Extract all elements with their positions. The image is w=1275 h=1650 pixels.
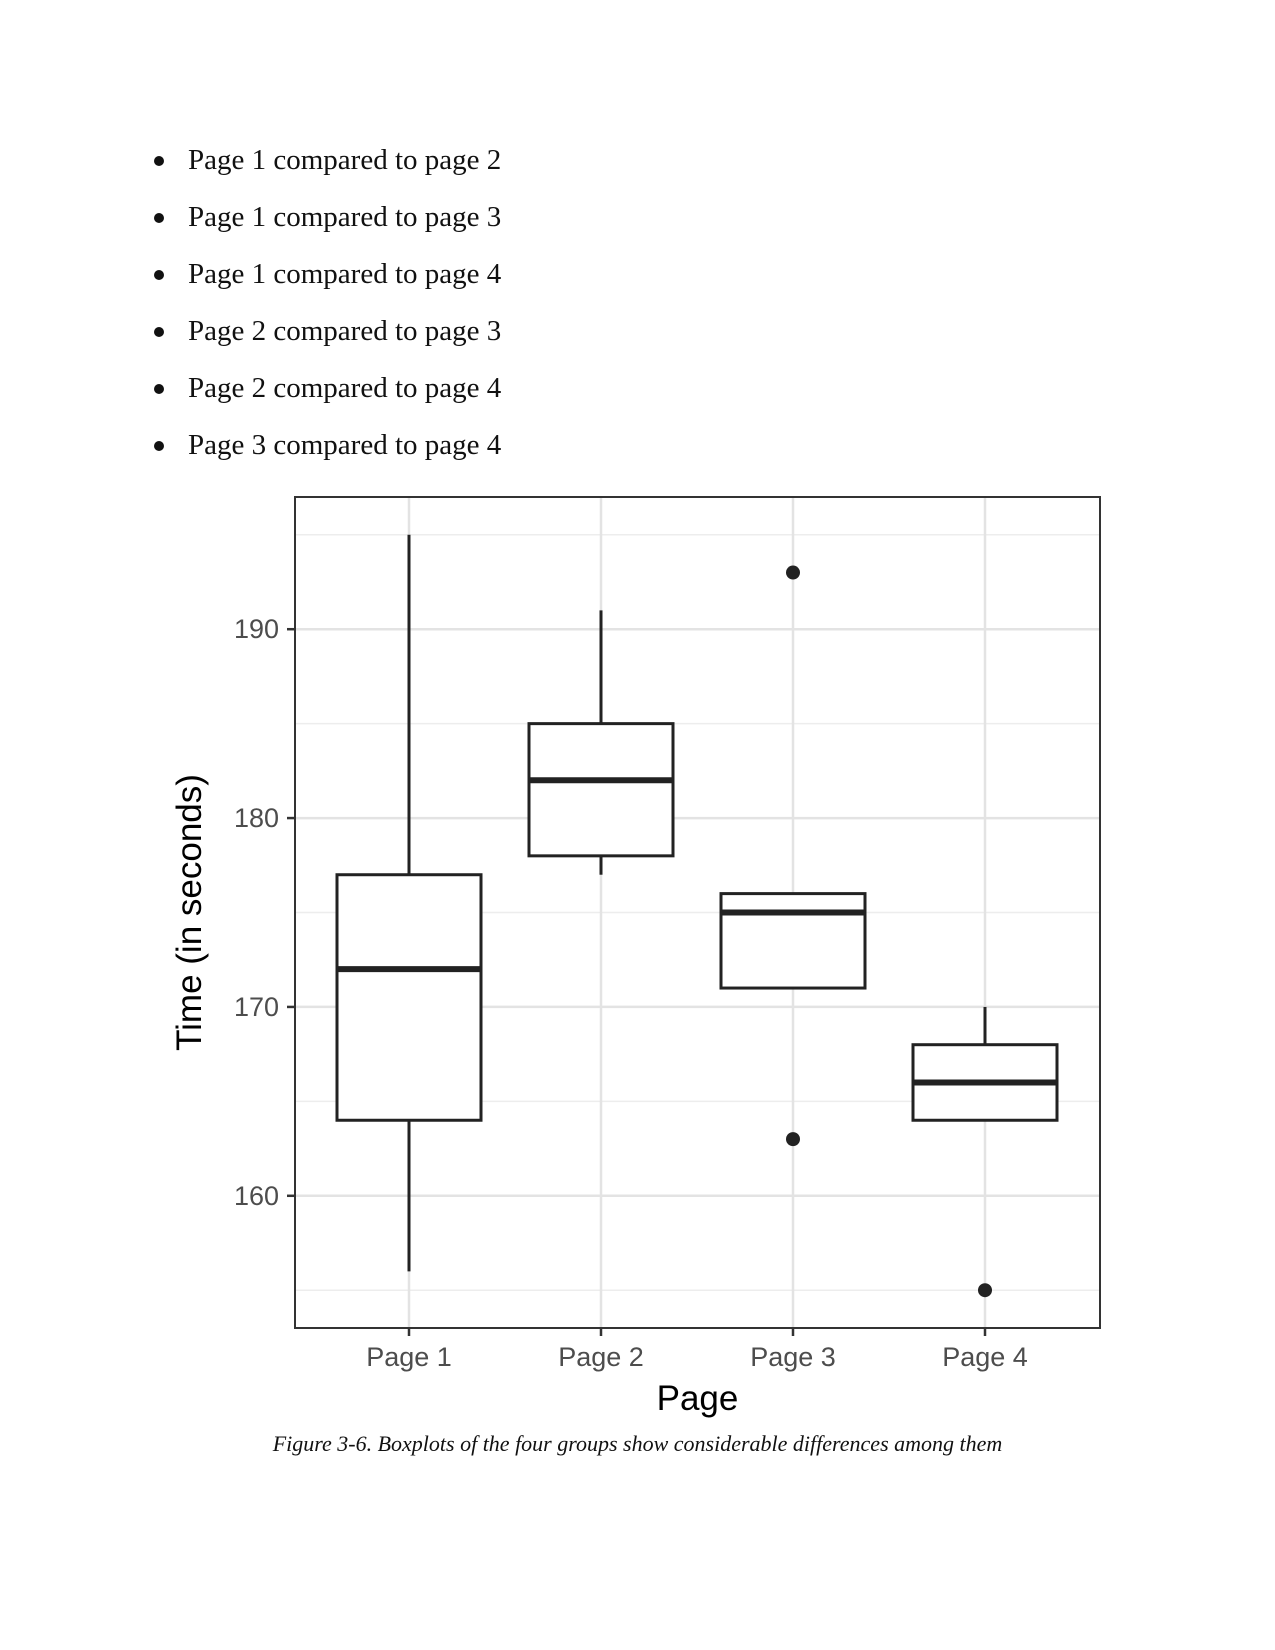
bullet-list: Page 1 compared to page 2 Page 1 compare… bbox=[150, 139, 501, 481]
y-tick-label: 160 bbox=[234, 1181, 279, 1211]
bullet-item: Page 2 compared to page 3 bbox=[150, 310, 501, 367]
outlier-point bbox=[978, 1283, 992, 1298]
bullet-text: Page 2 compared to page 4 bbox=[188, 372, 502, 404]
outlier-point bbox=[786, 565, 800, 580]
bullet-dot-icon bbox=[154, 156, 164, 166]
y-tick-label: 190 bbox=[234, 614, 279, 644]
bullet-dot-icon bbox=[154, 327, 164, 337]
box-iqr bbox=[527, 722, 675, 858]
plot-border bbox=[294, 496, 1101, 1329]
figure-caption: Figure 3-6. Boxplots of the four groups … bbox=[272, 1431, 1003, 1456]
boxplot-chart: 160 170 180 190 Page 1 Page 2 Page 3 Page 4 Page… bbox=[170, 496, 1101, 1418]
x-tick-label: Page 1 bbox=[366, 1342, 452, 1372]
bullet-item: Page 1 compared to page 4 bbox=[150, 253, 501, 310]
bullet-item: Page 3 compared to page 4 bbox=[150, 424, 501, 481]
bullet-text: Page 1 compared to page 4 bbox=[188, 258, 502, 290]
bullet-dot-icon bbox=[154, 384, 164, 394]
outlier-point bbox=[786, 1132, 800, 1147]
x-axis-title: Page bbox=[657, 1379, 739, 1418]
bullet-text: Page 1 compared to page 2 bbox=[188, 144, 502, 176]
box-iqr bbox=[335, 873, 483, 1122]
bullet-dot-icon bbox=[154, 213, 164, 223]
bullet-item: Page 1 compared to page 2 bbox=[150, 139, 501, 196]
bullet-dot-icon bbox=[154, 270, 164, 280]
bullet-text: Page 2 compared to page 3 bbox=[188, 315, 502, 347]
bullet-text: Page 3 compared to page 4 bbox=[188, 429, 502, 461]
y-tick-label: 170 bbox=[234, 992, 279, 1022]
bullet-text: Page 1 compared to page 3 bbox=[188, 201, 502, 233]
x-tick-label: Page 2 bbox=[558, 1342, 644, 1372]
y-tick-label: 180 bbox=[234, 803, 279, 833]
box-iqr bbox=[719, 892, 867, 990]
bullet-dot-icon bbox=[154, 441, 164, 451]
bullet-item: Page 2 compared to page 4 bbox=[150, 367, 501, 424]
x-tick-label: Page 3 bbox=[750, 1342, 836, 1372]
y-axis-title: Time (in seconds) bbox=[170, 774, 209, 1051]
x-tick-label: Page 4 bbox=[942, 1342, 1028, 1372]
bullet-item: Page 1 compared to page 3 bbox=[150, 196, 501, 253]
